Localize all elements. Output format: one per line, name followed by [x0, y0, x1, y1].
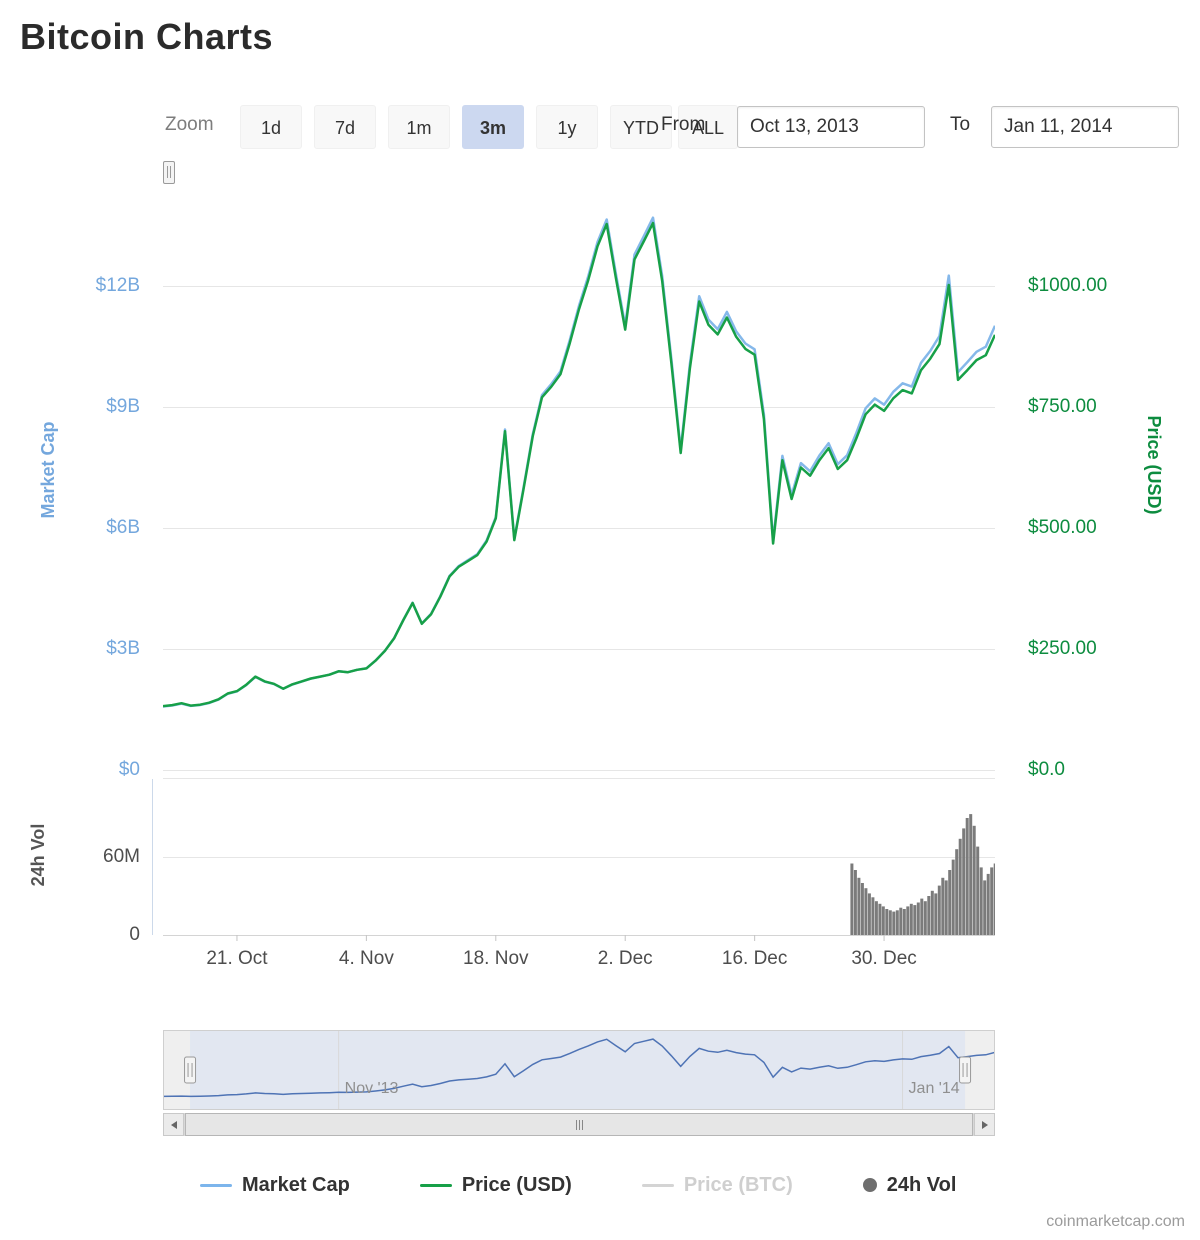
- navigator-axis-label: Nov '13: [344, 1080, 399, 1097]
- market-cap-line: [163, 216, 995, 708]
- legend-item-price-usd[interactable]: Price (USD): [419, 1173, 572, 1197]
- volume-tick-label: 60M: [103, 846, 140, 868]
- zoom-button-1m[interactable]: 1m: [388, 105, 450, 149]
- x-axis-tick-label: 21. Oct: [206, 948, 268, 969]
- legend-label: Price (BTC): [683, 1173, 793, 1196]
- price-tick-label: $250.00: [1028, 638, 1097, 659]
- price-usd-line: [163, 221, 995, 708]
- price-btc-line-swatch-icon: [641, 1183, 674, 1187]
- right-arrow-icon: [981, 1120, 988, 1129]
- navigator-axis-label: Jan '14: [908, 1080, 960, 1097]
- legend-label: 24h Vol: [886, 1173, 957, 1196]
- x-axis-tick-label: 4. Nov: [338, 948, 394, 969]
- volume-tick-label: 0: [129, 924, 140, 945]
- to-date-input[interactable]: [991, 106, 1179, 148]
- zoom-button-ytd[interactable]: YTD: [610, 105, 672, 149]
- price-tick-label: $1000.00: [1028, 275, 1108, 296]
- price-tick-label: $750.00: [1028, 396, 1097, 417]
- to-label: To: [950, 114, 971, 135]
- grip-icon: [575, 1119, 577, 1130]
- legend-label: Price (USD): [461, 1173, 572, 1196]
- scrollbar-thumb[interactable]: [185, 1113, 973, 1136]
- market-cap-line-swatch-icon: [200, 1183, 232, 1187]
- navigator-handle[interactable]: [184, 1056, 197, 1084]
- legend-item-market-cap[interactable]: Market Cap: [200, 1174, 350, 1197]
- scrollbar[interactable]: [163, 1113, 995, 1136]
- zoom-button-7d[interactable]: 7d: [314, 105, 376, 149]
- main-price-volume-chart: [163, 216, 995, 941]
- from-label: From: [661, 114, 706, 135]
- from-date-input[interactable]: [737, 106, 925, 148]
- zoom-button-1y[interactable]: 1y: [536, 105, 598, 149]
- price-tick-label: $0.0: [1028, 759, 1065, 780]
- marketcap-tick-label: $12B: [95, 275, 140, 296]
- volume-circle-swatch-icon: [862, 1178, 877, 1192]
- marketcap-tick-label: $9B: [106, 396, 140, 417]
- legend-label: Market Cap: [242, 1173, 350, 1196]
- zoom-label: Zoom: [165, 114, 214, 135]
- legend-item-24h-vol[interactable]: 24h Vol: [862, 1173, 957, 1197]
- price-usd-line-swatch-icon: [419, 1183, 452, 1187]
- x-axis-tick-label: 18. Nov: [463, 948, 529, 969]
- zoom-button-3m[interactable]: 3m: [462, 105, 524, 149]
- price-tick-label: $500.00: [1028, 517, 1097, 538]
- navigator-line: [163, 1038, 995, 1098]
- marketcap-tick-label: $6B: [106, 517, 140, 538]
- scrollbar-left-arrow[interactable]: [163, 1113, 184, 1136]
- legend-item-price-btc[interactable]: Price (BTC): [641, 1173, 793, 1197]
- volume-bars: [850, 814, 995, 935]
- left-arrow-icon: [170, 1120, 177, 1129]
- navigator-handle-artifact-icon: [163, 161, 175, 184]
- page-title: Bitcoin Charts: [20, 16, 274, 57]
- x-axis-tick-label: 16. Dec: [721, 948, 788, 969]
- x-axis-tick-label: 2. Dec: [597, 948, 653, 969]
- navigator-chart[interactable]: [163, 1030, 995, 1110]
- zoom-button-all[interactable]: ALL: [678, 105, 738, 149]
- legend: Market Cap Price (USD) Price (BTC) 24h V…: [200, 1168, 956, 1202]
- zoom-button-1d[interactable]: 1d: [240, 105, 302, 149]
- volume-axis-line: [152, 779, 153, 935]
- marketcap-tick-label: $0: [118, 759, 140, 780]
- x-axis-tick-label: 30. Dec: [851, 948, 917, 969]
- footer-credit: coinmarketcap.com: [1046, 1213, 1185, 1230]
- scrollbar-right-arrow[interactable]: [974, 1113, 995, 1136]
- marketcap-tick-label: $3B: [106, 638, 140, 659]
- navigator-handle[interactable]: [959, 1056, 972, 1084]
